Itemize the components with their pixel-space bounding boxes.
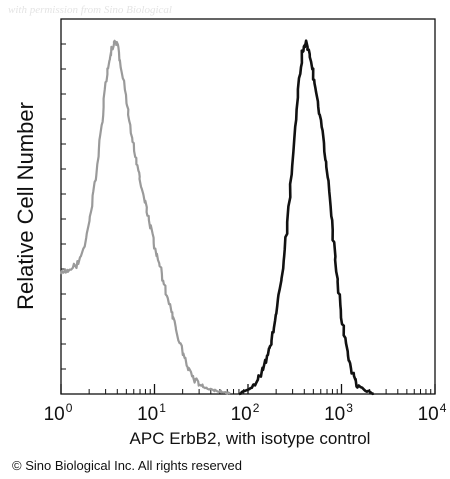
x-axis-ticks: 100 101 102 103 104 [44, 384, 447, 425]
series-layer [60, 39, 375, 396]
series-line-1 [60, 39, 231, 395]
copyright-notice: © Sino Biological Inc. All rights reserv… [12, 458, 242, 473]
x-tick-label: 103 [324, 401, 353, 425]
series-line-2 [238, 39, 375, 396]
x-axis-label: APC ErbB2, with isotype control [130, 429, 371, 448]
x-tick-label: 101 [137, 401, 166, 425]
plot-frame [60, 18, 436, 395]
x-tick-label: 100 [44, 401, 73, 425]
x-tick-label: 104 [418, 401, 447, 425]
y-axis-ticks [61, 43, 66, 370]
x-tick-label: 102 [231, 401, 260, 425]
watermark: with permission from Sino Biological [8, 4, 172, 16]
y-axis-label: Relative Cell Number [13, 102, 38, 310]
